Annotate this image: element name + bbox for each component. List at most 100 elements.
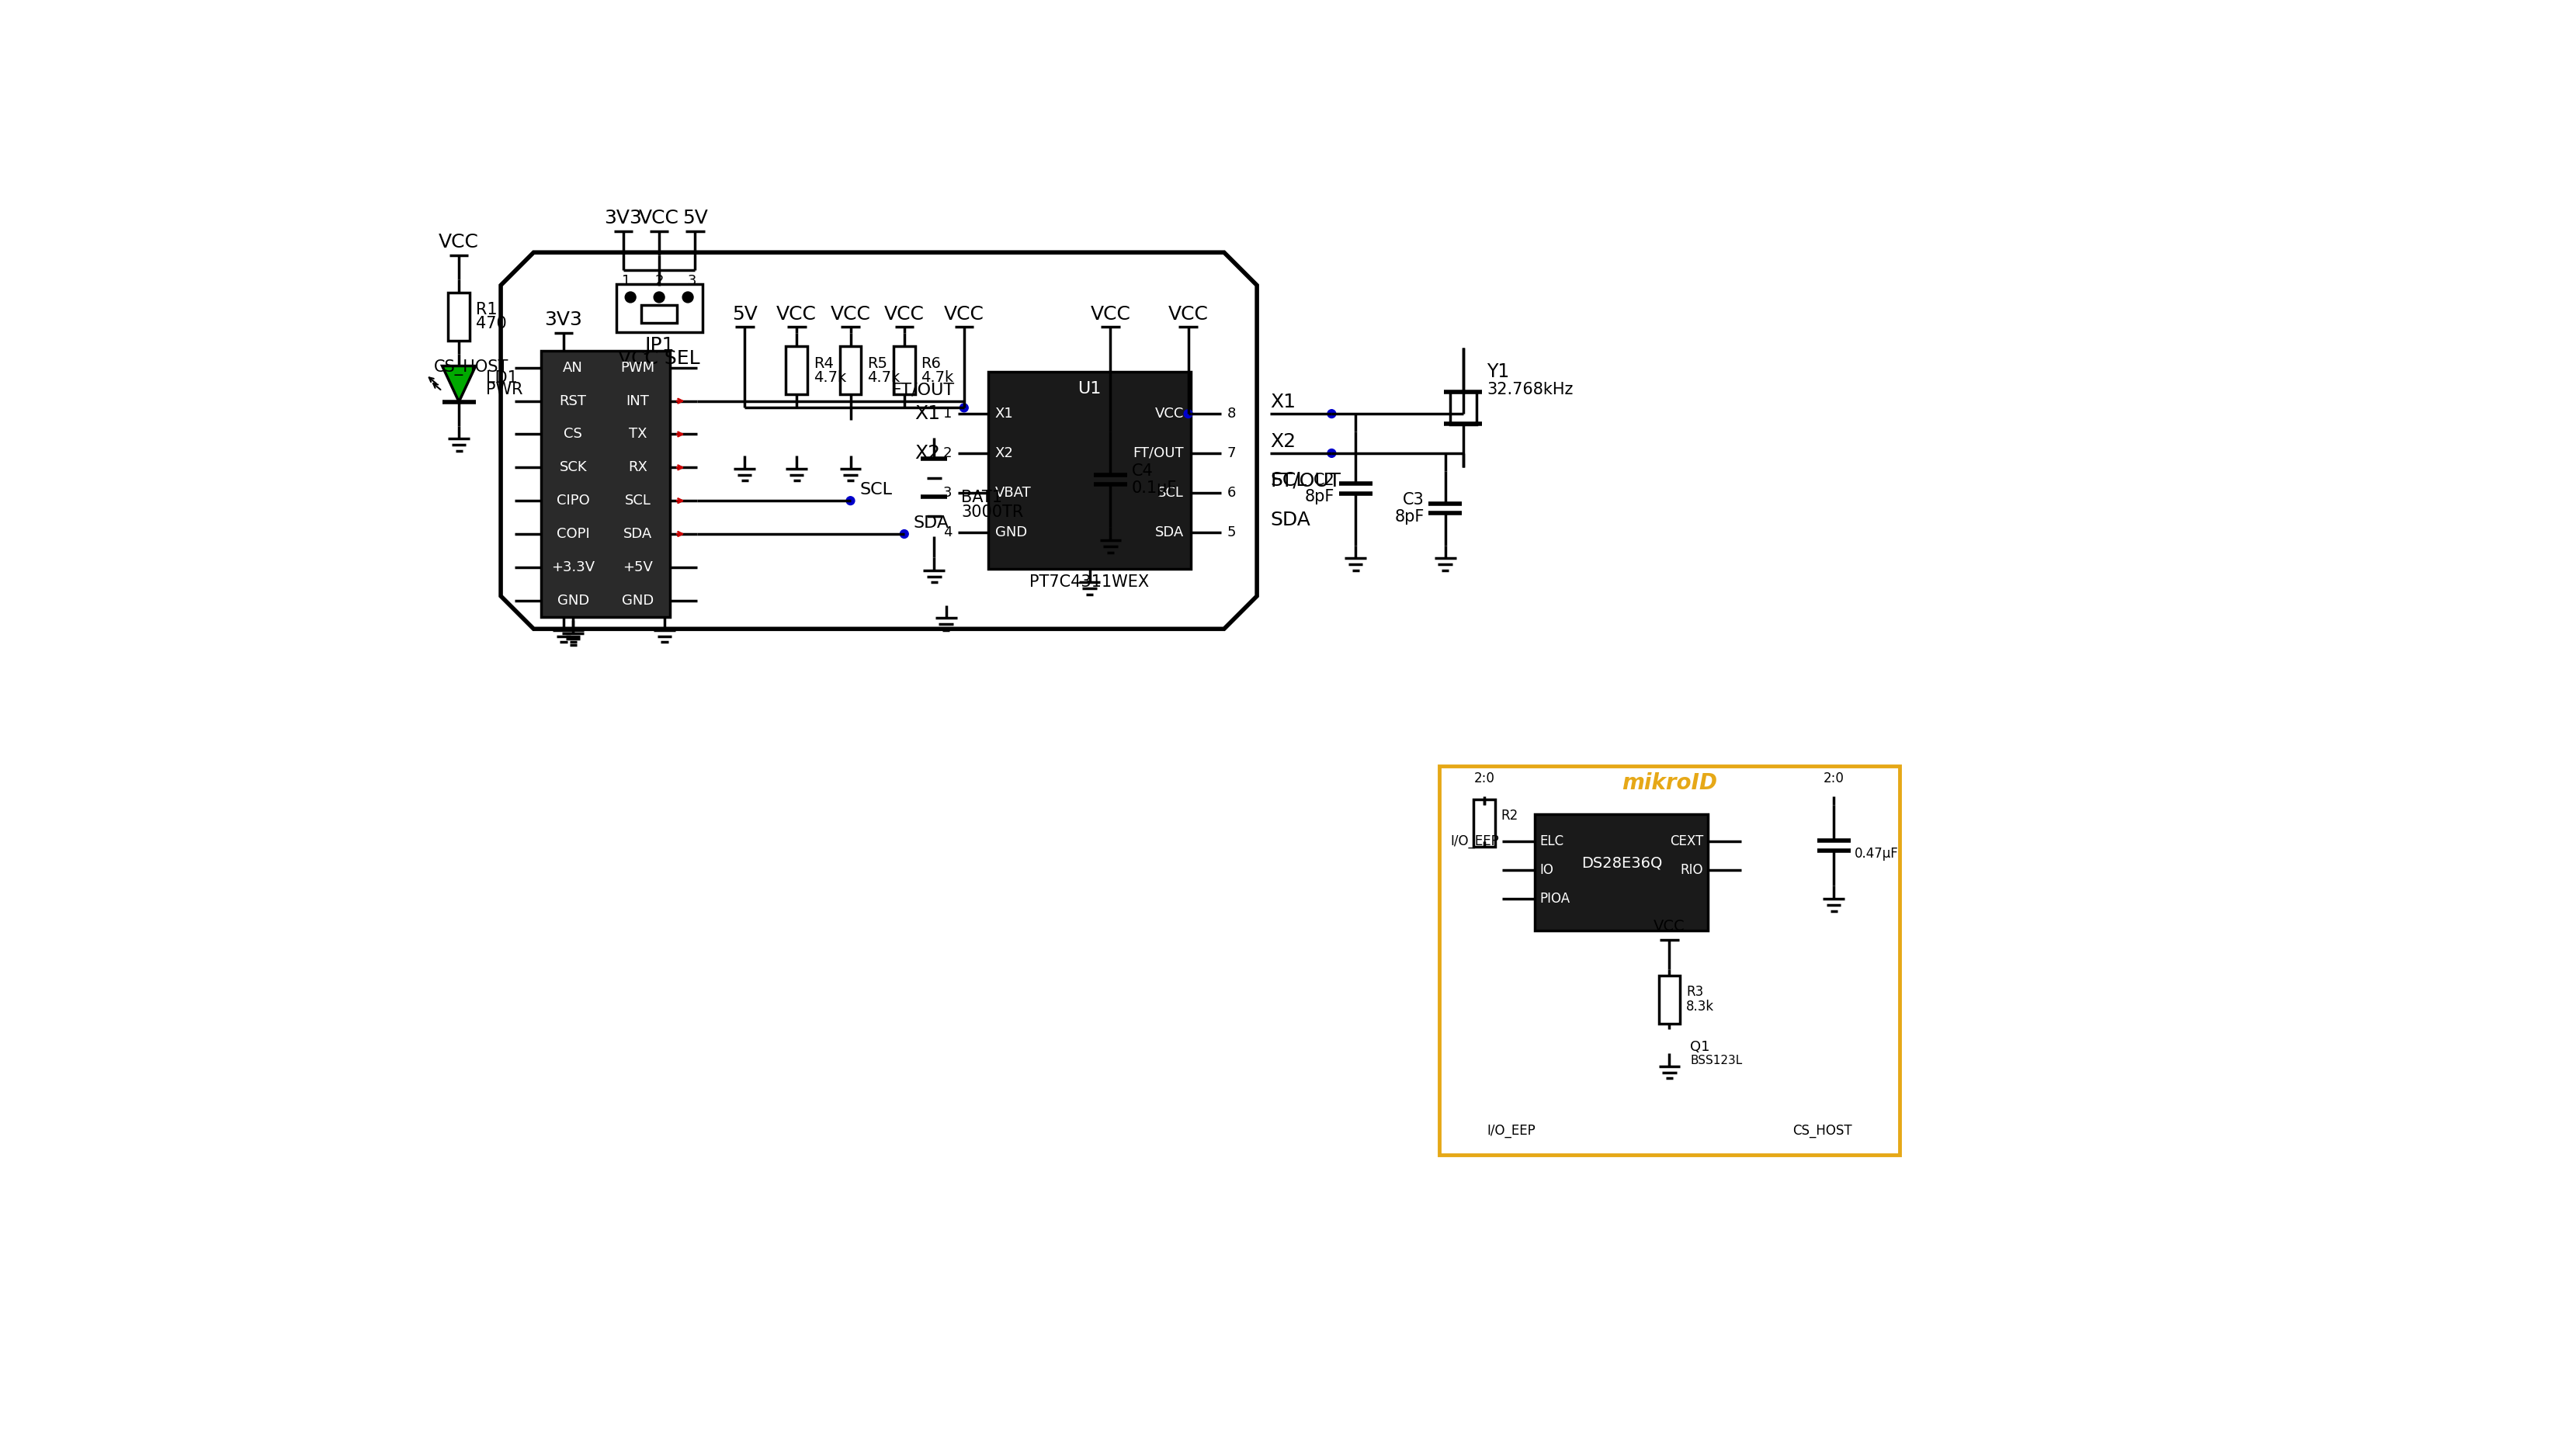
Text: 32.768kHz: 32.768kHz (1487, 381, 1574, 397)
Text: SCL: SCL (1158, 486, 1184, 499)
Text: +5V: +5V (621, 561, 652, 574)
Text: GND: GND (621, 594, 655, 607)
Text: 2: 2 (655, 274, 663, 288)
Text: X2: X2 (914, 444, 940, 463)
Text: 1: 1 (942, 406, 953, 421)
Text: 5: 5 (1228, 526, 1235, 539)
Text: +3.3V: +3.3V (552, 561, 596, 574)
Text: VCC: VCC (945, 304, 984, 323)
Text: CS_HOST: CS_HOST (1792, 1124, 1852, 1139)
Text: R4: R4 (814, 355, 835, 371)
Text: CS_HOST: CS_HOST (434, 360, 508, 376)
Text: GND: GND (557, 594, 588, 607)
Bar (1451, 392, 1477, 425)
Text: 5V: 5V (683, 210, 709, 227)
Text: TX: TX (629, 427, 647, 441)
Text: SDA: SDA (1156, 526, 1184, 539)
Text: X2: X2 (996, 446, 1014, 460)
Text: VCC: VCC (439, 233, 480, 252)
Circle shape (624, 291, 637, 303)
Bar (1536, 814, 1708, 930)
Text: PWM: PWM (621, 361, 655, 374)
Circle shape (899, 530, 909, 539)
Text: CIPO: CIPO (557, 494, 591, 508)
Circle shape (847, 496, 855, 505)
Text: R6: R6 (922, 355, 940, 371)
Bar (1438, 766, 1900, 1155)
Text: mikroID: mikroID (1620, 772, 1718, 794)
Text: 1: 1 (621, 274, 632, 288)
Text: VCC: VCC (1156, 406, 1184, 421)
Text: 2:0: 2:0 (1474, 772, 1495, 785)
Text: 8: 8 (1228, 406, 1235, 421)
Text: 4.7k: 4.7k (922, 370, 953, 384)
Text: SCL: SCL (860, 482, 891, 498)
Bar (1659, 976, 1679, 1024)
Text: SDA: SDA (624, 527, 652, 542)
Text: FT/OUT: FT/OUT (1271, 472, 1340, 491)
Text: Q1: Q1 (1690, 1040, 1710, 1054)
Text: 470: 470 (475, 316, 506, 332)
Circle shape (1184, 409, 1192, 418)
Circle shape (683, 291, 693, 303)
Text: I/O_EEP: I/O_EEP (1487, 1124, 1536, 1139)
Text: COPI: COPI (557, 527, 591, 542)
Text: VCC: VCC (639, 210, 681, 227)
Text: 4: 4 (942, 526, 953, 539)
Text: FT/OUT: FT/OUT (1132, 446, 1184, 460)
Text: RST: RST (560, 395, 586, 408)
Text: VCC SEL: VCC SEL (619, 349, 701, 367)
Text: SCL: SCL (1271, 472, 1307, 491)
Text: 3V3: 3V3 (544, 310, 583, 329)
Text: VCC: VCC (1168, 304, 1210, 323)
Text: R3: R3 (1687, 986, 1703, 999)
Circle shape (960, 403, 968, 412)
Text: C3: C3 (1402, 492, 1425, 508)
Circle shape (1328, 448, 1335, 457)
Text: 0.47μF: 0.47μF (1854, 847, 1898, 860)
Text: DS28E36Q: DS28E36Q (1582, 856, 1661, 871)
Bar (1536, 814, 1708, 930)
Text: R2: R2 (1500, 810, 1518, 823)
Text: R5: R5 (868, 355, 889, 371)
Text: 3: 3 (688, 274, 696, 288)
Text: RIO: RIO (1679, 863, 1703, 877)
Text: 8pF: 8pF (1394, 508, 1425, 524)
Text: 8pF: 8pF (1305, 489, 1335, 505)
Text: VCC: VCC (1091, 304, 1130, 323)
Text: LD1: LD1 (485, 370, 519, 386)
Bar (894, 347, 914, 395)
Text: 0.1μF: 0.1μF (1132, 480, 1176, 495)
Text: R1: R1 (475, 301, 498, 317)
Text: 3: 3 (942, 486, 953, 499)
Bar (616, 284, 701, 332)
Text: C2: C2 (1312, 472, 1335, 488)
Text: AN: AN (562, 361, 583, 374)
Text: SCL: SCL (624, 494, 650, 508)
Text: Y1: Y1 (1487, 363, 1510, 381)
Text: JP1: JP1 (645, 336, 675, 354)
Bar (989, 371, 1192, 569)
Text: 6: 6 (1228, 486, 1235, 499)
Bar (1474, 799, 1495, 847)
Text: X1: X1 (1271, 393, 1297, 411)
Text: X2: X2 (1271, 432, 1297, 450)
Text: 5V: 5V (732, 304, 758, 323)
Text: 3000TR: 3000TR (960, 505, 1022, 520)
Text: 8.3k: 8.3k (1687, 1000, 1715, 1013)
Text: VBAT: VBAT (996, 486, 1032, 499)
Text: INT: INT (627, 395, 650, 408)
Text: PWR: PWR (485, 381, 524, 397)
Text: RX: RX (629, 460, 647, 475)
Text: CEXT: CEXT (1669, 834, 1703, 847)
Text: BAT1: BAT1 (960, 489, 1002, 505)
Text: U1: U1 (1079, 381, 1102, 396)
Text: 4.7k: 4.7k (814, 370, 847, 384)
Text: GND: GND (996, 526, 1027, 539)
Text: SDA: SDA (914, 515, 950, 531)
Text: 2:0: 2:0 (1823, 772, 1844, 785)
Text: X1: X1 (996, 406, 1014, 421)
Bar (840, 347, 860, 395)
Text: IO: IO (1541, 863, 1554, 877)
Text: VCC: VCC (776, 304, 817, 323)
